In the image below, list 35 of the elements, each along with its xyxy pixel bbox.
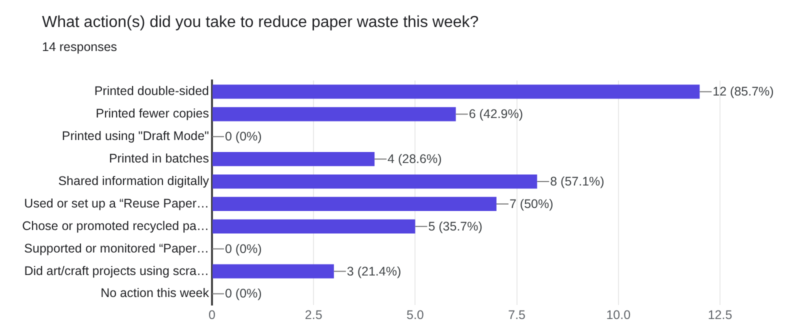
x-tick-label: 10.0 [606, 308, 631, 322]
y-tick-label: Printed using "Draft Mode" [62, 129, 209, 144]
bar [212, 196, 496, 212]
y-tick-label: Did art/craft projects using scra… [24, 264, 209, 278]
data-label: 3 (21.4%) [346, 264, 402, 278]
y-tick-label: Printed double-sided [94, 84, 210, 98]
text: 14 responses [42, 40, 118, 54]
chart-title: What action(s) did you take to reduce paper waste this week? [42, 14, 479, 32]
bar [212, 107, 456, 122]
y-tick-label: Shared information digitally [58, 174, 210, 188]
x-tick-label: 0 [208, 308, 216, 322]
data-label: 0 (0%) [225, 130, 262, 144]
data-label: 12 (85.7%) [712, 84, 774, 99]
bar [212, 84, 700, 99]
y-tick-label: Supported or monitored “Paper… [24, 241, 209, 256]
bar [212, 152, 375, 166]
y-tick-label: Used or set up a “Reuse Paper… [24, 196, 209, 210]
data-label: 8 (57.1%) [550, 174, 604, 188]
x-tick-label: 2.5 [304, 308, 322, 322]
x-tick-label: 12.5 [708, 308, 732, 322]
data-label: 0 (0%) [225, 286, 262, 301]
x-tick-label: 7.5 [508, 308, 526, 322]
y-tick-label: Chose or promoted recycled pa… [22, 218, 209, 233]
bar [212, 264, 334, 278]
data-label: 5 (35.7%) [428, 219, 482, 234]
bar [212, 174, 538, 189]
data-label: 4 (28.6%) [388, 152, 442, 166]
y-tick-label: No action this week [100, 286, 210, 300]
bar [212, 219, 416, 234]
data-label: 6 (42.9%) [468, 107, 524, 122]
x-tick-label: 5.0 [406, 308, 424, 322]
y-tick-label: Printed in batches [108, 152, 209, 166]
data-label: 0 (0%) [225, 242, 262, 256]
data-label: 7 (50%) [509, 196, 554, 211]
y-tick-label: Printed fewer copies [96, 106, 209, 121]
